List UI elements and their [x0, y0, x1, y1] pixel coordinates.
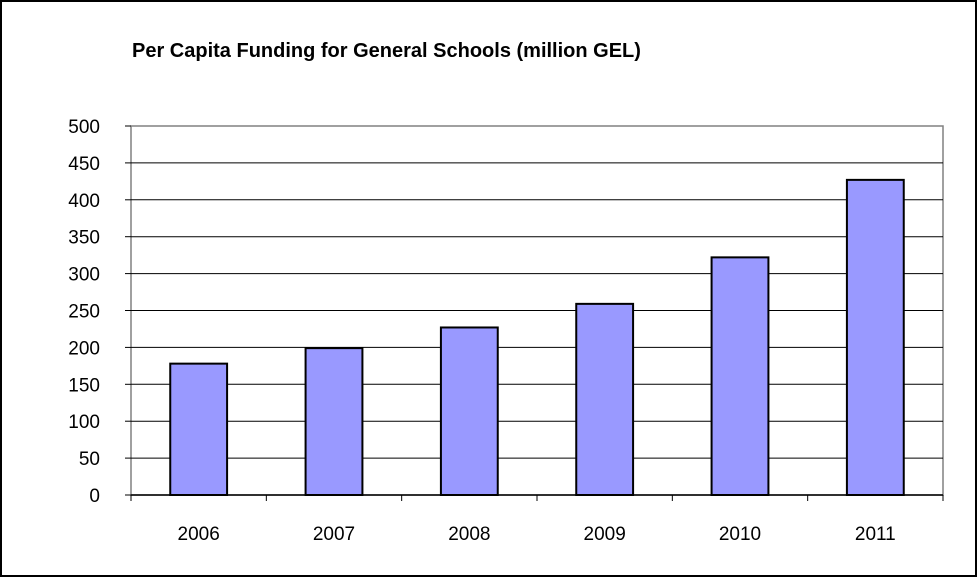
x-tick-label: 2009 — [584, 524, 626, 545]
y-tick-label: 250 — [68, 302, 100, 323]
y-tick-label: 150 — [68, 375, 100, 396]
x-tick-label: 2007 — [313, 524, 355, 545]
y-tick-label: 350 — [68, 228, 100, 249]
x-tick-label: 2011 — [855, 524, 896, 545]
y-tick-label: 500 — [68, 117, 100, 138]
x-tick-label: 2010 — [719, 524, 761, 545]
x-tick-label: 2008 — [448, 524, 490, 545]
x-axis: 2006 2007 2008 2009 2010 2011 — [130, 494, 944, 545]
chart-title: Per Capita Funding for General Schools (… — [132, 40, 641, 62]
bar-2010 — [710, 256, 770, 496]
y-tick-label: 100 — [68, 412, 100, 433]
y-axis: 0 50 100 150 200 250 300 350 400 450 500 — [68, 117, 131, 507]
bar-2009 — [575, 302, 635, 496]
y-tick-label: 0 — [89, 486, 100, 507]
bar-2006 — [169, 362, 229, 496]
y-tick-label: 450 — [68, 154, 100, 175]
x-tick-label: 2006 — [178, 524, 220, 545]
y-tick-label: 50 — [79, 449, 100, 470]
bar-2008 — [439, 326, 499, 496]
bar-2007 — [304, 347, 364, 496]
y-tick-label: 300 — [68, 265, 100, 286]
y-tick-label: 200 — [68, 338, 100, 359]
bar-2011 — [845, 178, 905, 496]
bars — [169, 178, 905, 496]
gridlines — [131, 162, 943, 459]
y-tick-label: 400 — [68, 191, 100, 212]
